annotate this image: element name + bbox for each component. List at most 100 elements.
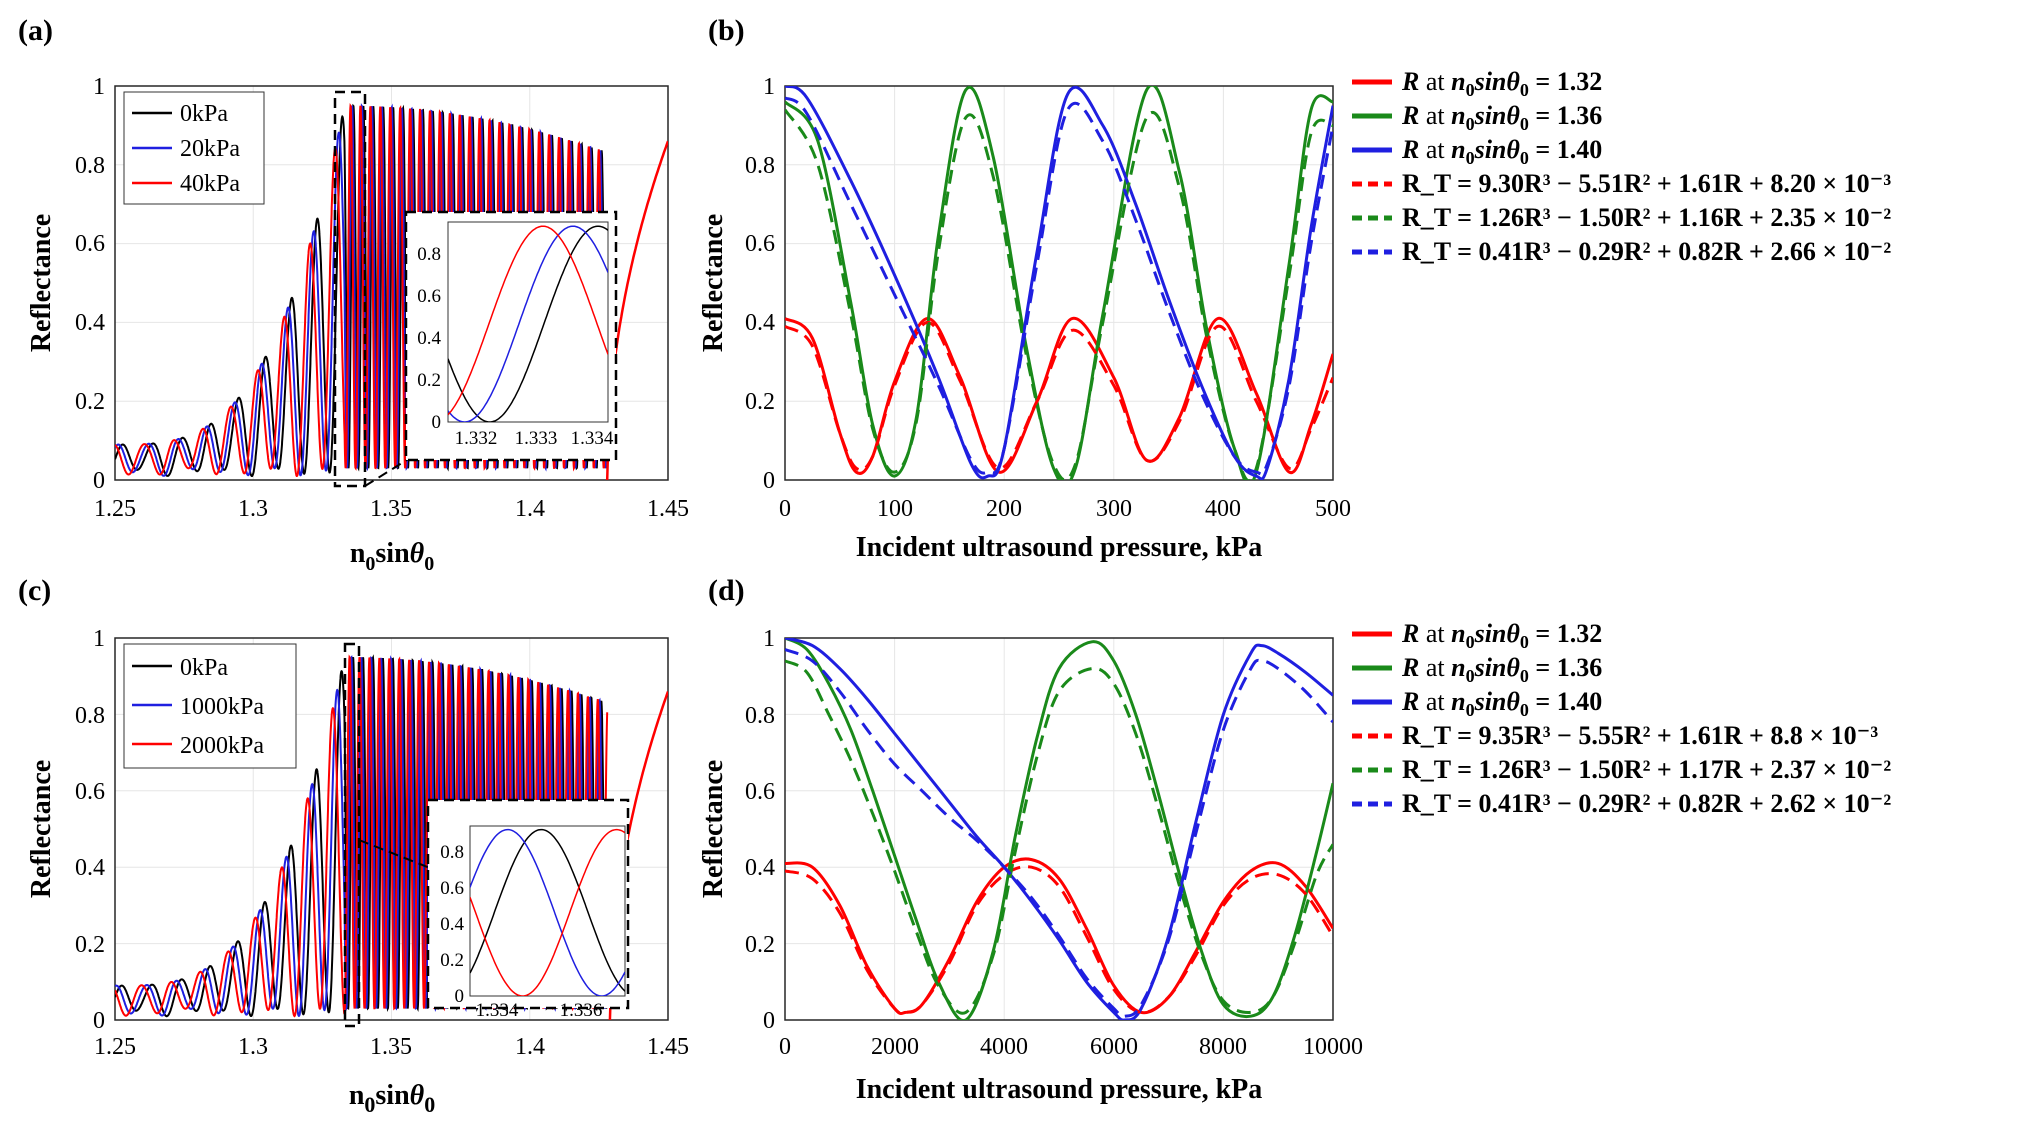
panel-a-inset-yticks: 0 0.2 0.4 0.6 0.8 — [417, 244, 441, 433]
legend-label: R at n0sinθ0 = 1.40 — [1401, 135, 1602, 168]
panel-b-yticks: 0 0.2 0.4 0.6 0.8 1 — [745, 74, 775, 494]
ytick-label: 0.4 — [75, 310, 105, 336]
xtick-label: 1.4 — [515, 496, 545, 522]
legend-label: 1000kPa — [180, 694, 264, 720]
panel-a-axes-frame — [114, 85, 669, 481]
ytick-label: 0.6 — [745, 779, 775, 805]
inset-ytick-label: 0.4 — [417, 328, 441, 349]
panel-a-inset-bg — [404, 210, 618, 462]
series-line — [785, 108, 1333, 480]
legend-label: R at n0sinθ0 = 1.40 — [1401, 687, 1602, 720]
xtick-label: 2000 — [871, 1034, 919, 1060]
panel-b-grid — [785, 86, 1333, 480]
panel-a-inset-frame — [447, 221, 609, 423]
panel-c-axes-frame — [114, 637, 669, 1021]
series-line — [785, 638, 1333, 1020]
inset-series-line — [470, 828, 625, 992]
ytick-label: 1 — [763, 626, 775, 652]
inset-series-line — [470, 828, 625, 996]
ytick-label: 1 — [93, 74, 105, 100]
panel-d-grid — [785, 638, 1333, 1020]
xtick-label: 4000 — [980, 1034, 1028, 1060]
legend-label: R at n0sinθ0 = 1.32 — [1401, 619, 1602, 652]
xtick-label: 1.45 — [647, 1034, 689, 1060]
xtick-label: 1.3 — [238, 1034, 268, 1060]
panel-c-xlabel: n0sinθ0 — [349, 1080, 435, 1117]
panel-d-yticks: 0 0.2 0.4 0.6 0.8 1 — [745, 626, 775, 1034]
legend-label: 0kPa — [180, 101, 228, 127]
ytick-label: 0.8 — [745, 153, 775, 179]
panel-c-inset-curves — [470, 828, 625, 996]
legend-fit-label: R_T = 1.26R³ − 1.50R² + 1.16R + 2.35 × 1… — [1402, 203, 1891, 232]
legend-label: 20kPa — [180, 136, 240, 162]
series-line — [785, 638, 1333, 1020]
panel-d: 0 2000 4000 6000 8000 10000 0 0.2 0.4 0.… — [698, 619, 1891, 1105]
xtick-label: 400 — [1205, 496, 1241, 522]
series-line — [785, 320, 1333, 472]
xtick-label: 1.25 — [94, 1034, 136, 1060]
xtick-label: 500 — [1315, 496, 1351, 522]
ytick-label: 0.2 — [745, 389, 775, 415]
inset-ytick-label: 0.8 — [440, 842, 464, 863]
ytick-label: 0 — [93, 468, 105, 494]
panel-c-inset-yticks: 0 0.2 0.4 0.6 0.8 — [440, 842, 464, 1007]
panel-b: 0 100 200 300 400 500 0 0.2 0.4 0.6 0.8 … — [698, 67, 1891, 563]
ytick-label: 0.8 — [745, 703, 775, 729]
legend-fit-label: R_T = 0.41R³ − 0.29R² + 0.82R + 2.66 × 1… — [1402, 237, 1891, 266]
panel-label-a: (a) — [18, 14, 53, 47]
inset-ytick-label: 0.2 — [440, 950, 464, 971]
inset-xtick-label: 1.333 — [515, 428, 558, 449]
inset-series-line — [470, 828, 625, 996]
ytick-label: 0.8 — [75, 153, 105, 179]
inset-ytick-label: 0.4 — [440, 914, 464, 935]
panel-a-ylabel: Reflectance — [26, 214, 57, 352]
ytick-label: 0.4 — [75, 855, 105, 881]
panel-a-inset-xticks: 1.332 1.333 1.334 — [455, 428, 614, 449]
legend-label: R at n0sinθ0 = 1.36 — [1401, 101, 1602, 134]
xtick-label: 1.4 — [515, 1034, 545, 1060]
inset-xtick-label: 1.334 — [571, 428, 614, 449]
legend-fit-label: R_T = 9.35R³ − 5.55R² + 1.61R + 8.8 × 10… — [1402, 721, 1878, 750]
panel-b-curves — [785, 86, 1333, 480]
legend-label: 0kPa — [180, 655, 228, 681]
panel-d-curves — [785, 638, 1333, 1020]
ytick-label: 0.4 — [745, 310, 775, 336]
inset-ytick-label: 0.6 — [417, 286, 441, 307]
legend-fit-label: R_T = 9.30R³ − 5.51R² + 1.61R + 8.20 × 1… — [1402, 169, 1891, 198]
inset-xtick-label: 1.336 — [560, 1000, 603, 1021]
inset-series-line — [448, 225, 608, 416]
panel-d-axes-frame — [784, 637, 1334, 1021]
inset-ytick-label: 0.8 — [417, 244, 441, 265]
panel-d-xticks: 0 2000 4000 6000 8000 10000 — [779, 1034, 1363, 1060]
inset-ytick-label: 0.2 — [417, 370, 441, 391]
inset-xtick-label: 1.334 — [476, 1000, 519, 1021]
series-line — [785, 659, 1333, 1015]
panel-a-legend: 0kPa 20kPa 40kPa — [123, 91, 265, 205]
inset-series-line — [448, 225, 608, 422]
legend-label: 40kPa — [180, 171, 240, 197]
xtick-label: 100 — [877, 496, 913, 522]
ytick-label: 0 — [93, 1008, 105, 1034]
panel-a-xticks: 1.25 1.3 1.35 1.4 1.45 — [94, 496, 689, 522]
inset-ytick-label: 0 — [455, 986, 465, 1007]
series-line — [785, 865, 1333, 1015]
panel-a-yticks: 0 0.2 0.4 0.6 0.8 1 — [75, 74, 105, 494]
ytick-label: 1 — [93, 626, 105, 652]
panel-a-zoom-connector — [364, 457, 411, 487]
series-line — [785, 96, 1333, 476]
xtick-label: 1.45 — [647, 496, 689, 522]
panel-c-ylabel: Reflectance — [26, 760, 57, 898]
panel-c-legend: 0kPa 1000kPa 2000kPa — [123, 643, 297, 769]
legend-fit-label: R_T = 1.26R³ − 1.50R² + 1.17R + 2.37 × 1… — [1402, 755, 1891, 784]
panel-d-ylabel: Reflectance — [698, 760, 729, 898]
series-line — [785, 648, 1333, 1018]
inset-ytick-label: 0.6 — [440, 878, 464, 899]
xtick-label: 6000 — [1090, 1034, 1138, 1060]
legend-label: 2000kPa — [180, 733, 264, 759]
inset-xtick-label: 1.332 — [455, 428, 498, 449]
legend-label: R at n0sinθ0 = 1.32 — [1401, 67, 1602, 100]
series-line — [115, 655, 609, 1017]
ytick-label: 1 — [763, 74, 775, 100]
xtick-label: 1.3 — [238, 496, 268, 522]
